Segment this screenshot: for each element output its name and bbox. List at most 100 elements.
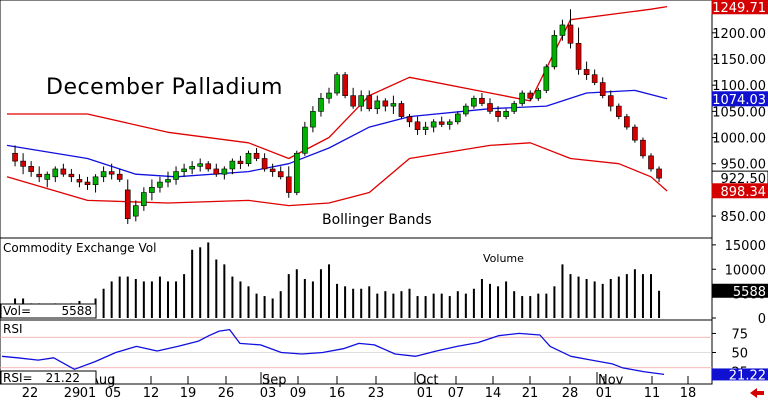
candle [108, 163, 115, 180]
volume-bar [650, 274, 652, 318]
candle [277, 166, 284, 180]
candle [229, 158, 236, 175]
volume-bar [448, 296, 451, 318]
volume-bar [191, 249, 194, 318]
candle-body [52, 168, 59, 178]
candle-body [358, 95, 365, 107]
candle-body [342, 74, 348, 96]
price-y-tick-label: 950.00 [721, 158, 767, 173]
candle [253, 148, 260, 162]
bollinger-lower-line [6, 142, 668, 207]
candle-body [221, 168, 228, 175]
volume-bar [215, 259, 218, 318]
candle-body [454, 113, 461, 123]
left-arrow-icon[interactable] [750, 388, 764, 398]
price-candles [12, 9, 662, 224]
candle-body [157, 181, 163, 188]
candle-body [567, 24, 574, 44]
month-label: Sep [262, 373, 287, 388]
volume-bar [360, 288, 363, 318]
candle [124, 179, 131, 224]
volume-bar [150, 281, 153, 318]
candle [382, 98, 389, 112]
candle [632, 124, 638, 143]
volume-bar [319, 269, 322, 318]
volume-bar [424, 296, 427, 318]
candle-body [197, 163, 203, 167]
rsi-line-group [1, 328, 665, 376]
date-x-axis: 22 29 01 05 12 19 26 03 09 16 23 01 07 14 21 28 01 11 18Au… [22, 372, 696, 400]
volume-bar [561, 264, 564, 318]
volume-y-tick-label: 15000 [725, 239, 766, 254]
candle [527, 90, 534, 101]
volume-bar [158, 276, 161, 318]
candle-body [398, 103, 405, 117]
candle-body [302, 126, 308, 154]
candle [342, 72, 348, 99]
volume-bar [126, 276, 129, 318]
month-label: Oct [416, 373, 438, 388]
volume-bar [231, 276, 234, 318]
candle-body [374, 100, 381, 110]
candle-body [60, 168, 67, 175]
candle-body [36, 173, 43, 178]
candle [358, 90, 365, 112]
price-marker-box [711, 0, 768, 15]
candle [165, 171, 171, 188]
volume-marker-box [712, 283, 768, 298]
candle-body [640, 139, 646, 157]
candle-body [76, 179, 83, 183]
x-tick-label: 01 [596, 386, 613, 400]
candle-body [261, 158, 268, 170]
candle-body [310, 111, 316, 128]
candle [269, 163, 276, 177]
candle [366, 90, 373, 112]
candle-body [141, 192, 147, 206]
volume-y-tick-label: 0 [758, 312, 766, 327]
candle-body [108, 171, 115, 175]
candle [44, 171, 51, 188]
x-tick-label: 22 [22, 386, 39, 400]
candle-body [422, 126, 429, 130]
volume-bar [585, 279, 588, 318]
volume-label: Volume [483, 252, 524, 265]
volume-bar [408, 288, 411, 318]
candle-body [495, 111, 501, 117]
candle-body [165, 179, 171, 183]
bollinger-middle-line [6, 89, 668, 178]
candle-body [277, 171, 284, 178]
rsi-line [1, 328, 665, 376]
volume-bar [545, 293, 548, 318]
candle [68, 168, 75, 183]
volume-bar [593, 281, 596, 318]
candle-body [591, 74, 598, 83]
price-y-tick-label: 1050.00 [712, 105, 766, 120]
candle [648, 153, 654, 172]
volume-bar [625, 274, 628, 318]
candle [374, 95, 381, 114]
candle-body [503, 111, 509, 117]
candle [334, 72, 340, 96]
rsi-panel-title: RSI [3, 322, 23, 336]
candle-body [446, 121, 453, 125]
volume-bar [110, 281, 113, 318]
price-marker-box [711, 91, 768, 107]
volume-bar [569, 274, 572, 318]
candle [318, 93, 324, 117]
volume-bar [521, 296, 524, 318]
volume-bar [432, 293, 435, 318]
candle [28, 161, 34, 177]
price-y-tick-label: 1100.00 [712, 79, 766, 94]
volume-bar [295, 269, 298, 318]
candle [141, 187, 147, 211]
volume-bar [287, 274, 290, 318]
candle-body [173, 171, 179, 180]
candle [446, 119, 453, 130]
candle [559, 19, 566, 41]
x-tick-label: 14 [485, 386, 502, 400]
candle-body [390, 103, 397, 107]
volume-bar [344, 286, 347, 318]
candle [189, 161, 195, 175]
candle [84, 176, 91, 190]
x-tick-label: 28 [562, 386, 579, 400]
